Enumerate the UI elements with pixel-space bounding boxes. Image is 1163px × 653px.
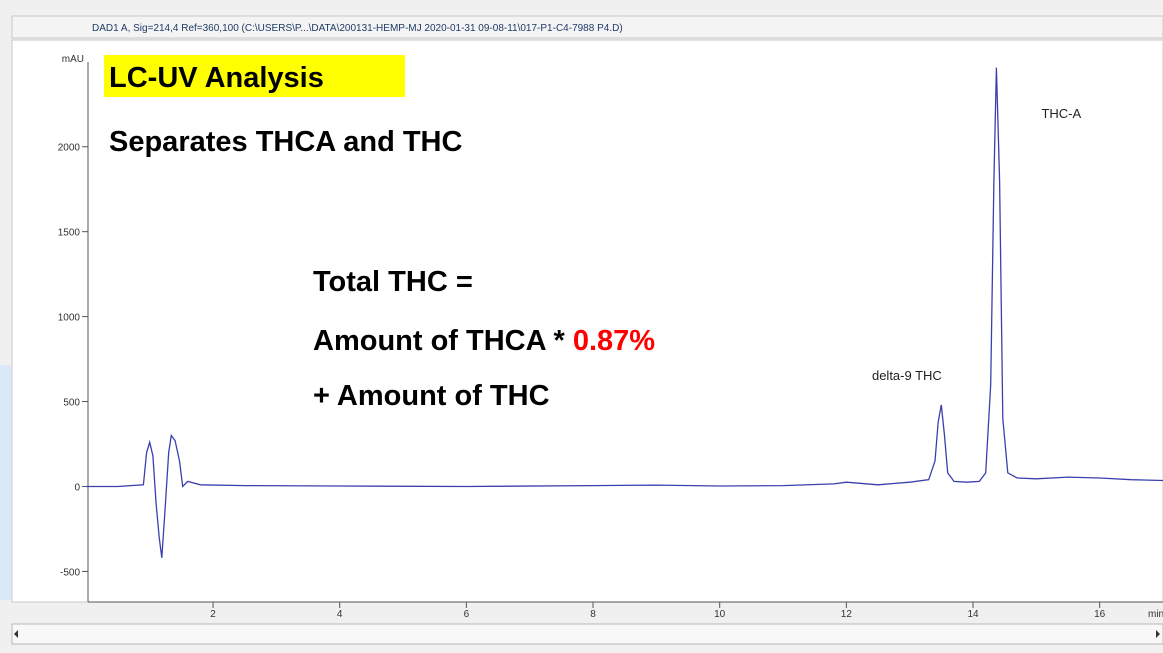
plot-panel — [11, 39, 1163, 603]
x-tick-label: 2 — [210, 609, 216, 620]
formula-text: Amount of THCA * — [313, 325, 566, 357]
x-tick-label: 4 — [337, 609, 343, 620]
y-tick-label: 1000 — [58, 313, 81, 324]
y-tick-label: 2000 — [58, 143, 81, 154]
peak-label: delta-9 THC — [872, 368, 942, 383]
scroll-right[interactable] — [1156, 630, 1160, 638]
scroll-left[interactable] — [14, 630, 18, 638]
y-tick-label: 500 — [63, 398, 80, 409]
formula-line: + Amount of THC — [313, 380, 550, 412]
x-tick-label: 12 — [841, 609, 853, 620]
x-tick-label: 16 — [1094, 609, 1106, 620]
signal-line — [86, 67, 1163, 558]
title-highlight — [104, 55, 405, 97]
overlay-title: LC-UV Analysis — [109, 62, 324, 94]
header-bar — [11, 15, 1163, 39]
x-axis-label: min — [1148, 609, 1163, 620]
header-text: DAD1 A, Sig=214,4 Ref=360,100 (C:\USERS\… — [92, 23, 623, 34]
x-tick-label: 14 — [967, 609, 979, 620]
peak-label: THC-A — [1041, 106, 1081, 121]
x-tick-label: 10 — [714, 609, 726, 620]
side-panel — [0, 365, 11, 600]
y-tick-label: 0 — [74, 482, 80, 493]
x-tick-label: 6 — [464, 609, 470, 620]
y-tick-label: -500 — [60, 567, 80, 578]
formula-line: Total THC = — [313, 266, 473, 298]
plot: mAU min -500 0 500 1000 1500 2000 2 4 6 8 10 12 14 16 de… — [58, 54, 1163, 620]
factor: 0.87% — [573, 325, 655, 357]
y-axis-label: mAU — [62, 54, 84, 65]
y-tick-label: 1500 — [58, 228, 81, 239]
x-tick-label: 8 — [590, 609, 596, 620]
formula-line: Amount of THCA * 0.87% — [313, 325, 655, 357]
scrollbar[interactable] — [11, 623, 1163, 645]
overlay-subtitle: Separates THCA and THC — [109, 126, 462, 158]
